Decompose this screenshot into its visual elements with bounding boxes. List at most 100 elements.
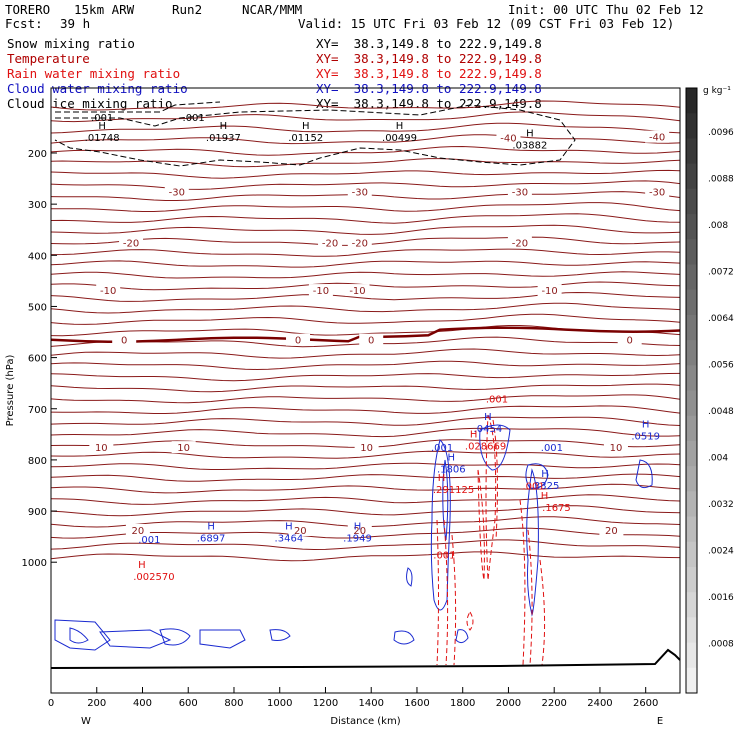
cloud-water-max-marker: H [207,522,215,533]
isotherm-label-bg [507,185,532,198]
isotherm-line [50,462,681,470]
isotherm-line [50,134,681,145]
isotherm-label: 20 [294,526,307,537]
snow-max-value: .00499 [382,133,417,144]
isotherm-label-bg [89,441,114,454]
rain-label: .001 [522,481,544,492]
isotherm-line [50,383,681,393]
isotherm-line [50,224,681,235]
cloud-water-contour [69,627,89,644]
isotherm-line [50,248,681,257]
rain-contour [492,419,498,541]
isotherm-line [50,394,681,404]
isotherm-label: -20 [123,239,139,250]
colorbar-tick-label: .0088 [708,175,734,185]
cloud-water-contour [455,629,469,644]
snow-max-value: .01152 [288,133,323,144]
snow-max-marker: H [396,121,404,132]
colorbar: .0096 .0088 .008 .0072 .0064 .0056 .0048 .004 .0… [685,86,734,694]
cloud-water-max-marker: H [642,419,650,430]
isotherm-line [50,302,681,314]
run-label: Run2 [172,2,203,17]
x-tick-label: 2400 [587,698,612,709]
var-xy-rain: XY= 38.3,149.8 to 222.9,149.8 [316,66,542,81]
isotherm-line [50,539,681,551]
snow-max-value: .03882 [512,140,547,151]
snow-max-marker: H [302,121,310,132]
rain-contour [466,611,474,631]
colorbar-segment [686,592,697,618]
isotherm-label-bg [308,284,333,297]
cloud-water-label: .001 [541,443,563,454]
isotherm-line [50,450,681,459]
cloud-water-max-marker: H [354,522,362,533]
rain-max-value: .1675 [542,503,571,514]
cloud-water-contour [393,630,415,645]
isotherm-line [50,158,681,168]
isotherm-label-bg [125,523,150,536]
cloud-water-max-value: .1949 [343,534,372,545]
isotherm-label: -30 [512,187,528,198]
isotherm-label: 0 [368,336,374,347]
x-tick-label: 400 [133,698,152,709]
isotherm-line [50,271,681,279]
colorbar-tick-label: .0008 [708,640,734,650]
x-axis-east-label: E [657,716,663,727]
colorbar-tick-label: .0016 [708,593,734,603]
isotherm-label-bg [112,333,137,346]
cloud-water-contour [442,459,449,541]
rain-contour [485,414,497,581]
isotherm-line [50,145,681,156]
isotherm-line [50,291,681,302]
rain-contour [436,519,457,666]
rain-max-value: .028669 [465,442,506,453]
snow-contour-line [54,104,576,167]
rain-max-marker: H [541,491,549,502]
x-tick-label: 800 [224,698,243,709]
isotherm-label: -10 [100,286,116,297]
isotherm-line [50,505,681,517]
isotherm-label-bg [359,333,384,346]
colorbar-segment [686,340,697,366]
isotherm-label: -40 [649,133,665,144]
cloud-water-max-marker: H [541,469,549,480]
isotherm-label-bg [617,333,642,346]
colorbar-segment [686,516,697,543]
x-tick-label: 600 [179,698,198,709]
colorbar-segment [686,188,697,215]
isotherm-line [50,213,681,224]
x-tick-label: 1200 [313,698,338,709]
x-tick-label: 200 [87,698,106,709]
y-axis-title: Pressure (hPa) [5,355,16,427]
isotherm-label-bg [171,441,196,454]
var-label-temperature: Temperature [7,51,90,66]
isotherm-label-bg [286,333,311,346]
model-resolution: 15km ARW [74,2,135,17]
isotherm-label-bg [347,236,372,249]
colorbar-segment [686,239,697,265]
snow-max-value: .01937 [206,133,241,144]
colorbar-segment [686,667,697,694]
temperature-contours [50,100,681,562]
isotherm-line [50,427,681,438]
snow-max-marker: H [98,121,106,132]
isotherm-line [50,483,681,494]
rain-max-marker: H [470,430,478,441]
cloud-water-max-value: .3464 [275,534,304,545]
isotherm-label: -20 [322,239,338,250]
isotherm-line [50,100,681,111]
isotherm-line [50,111,681,123]
forecast-label: Fcst: [5,16,43,31]
isotherm-label: 10 [610,443,623,454]
colorbar-segment [686,163,697,190]
isotherm-line [50,122,681,134]
isotherm-label: 0 [295,336,301,347]
x-tick-label: 1800 [450,698,475,709]
isotherm-label-bg [164,185,189,198]
x-tick-label: 1400 [358,698,383,709]
y-tick-label: 900 [28,507,47,518]
cloud-water-contour [525,463,549,489]
y-tick-label: 200 [28,149,47,160]
rain-contour [477,469,485,581]
chart-axes: 0 200 400 600 800 1000 1200 1400 1600 1800 2000 220… [5,87,681,727]
